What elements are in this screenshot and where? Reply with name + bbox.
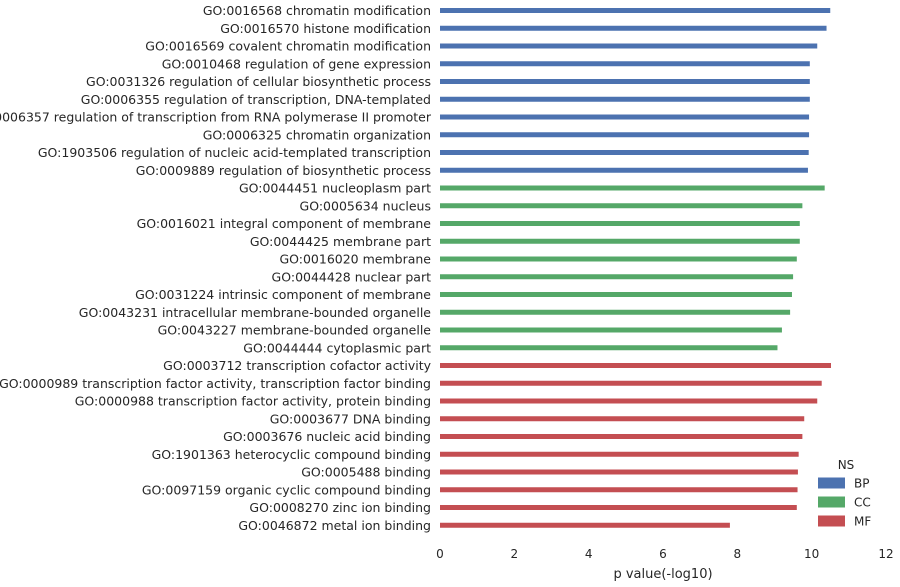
x-axis-title: p value(-log10) <box>613 567 712 582</box>
bar-mf <box>440 434 803 439</box>
bar-mf <box>440 398 818 404</box>
bar-bp <box>440 132 810 138</box>
bar-mf <box>440 505 797 510</box>
bar-cc <box>440 309 791 315</box>
bar-cc <box>440 292 792 297</box>
legend-label-cc: CC <box>854 496 871 510</box>
category-label: GO:1901363 heterocyclic compound binding <box>152 447 431 462</box>
category-label: GO:0044428 nuclear part <box>272 269 432 284</box>
category-label: GO:1903506 regulation of nucleic acid-te… <box>38 145 431 160</box>
category-label: GO:0008270 zinc ion binding <box>249 500 431 515</box>
x-tick-label: 2 <box>511 547 519 561</box>
category-label: GO:0003677 DNA binding <box>270 411 431 426</box>
category-label: GO:0016568 chromatin modification <box>203 3 431 18</box>
bar-cc <box>440 221 800 226</box>
category-label: GO:0044451 nucleoplasm part <box>239 181 431 196</box>
category-label: GO:0016021 integral component of membran… <box>137 216 432 231</box>
bar-bp <box>440 150 809 155</box>
bar-bp <box>440 61 810 67</box>
x-tick-label: 4 <box>585 547 593 561</box>
legend-label-bp: BP <box>854 477 869 491</box>
bar-cc <box>440 203 803 209</box>
bar-mf <box>440 416 805 422</box>
legend-title: NS <box>838 458 855 472</box>
x-tick-label: 0 <box>436 547 444 561</box>
bar-cc <box>440 274 794 280</box>
bar-bp <box>440 43 818 49</box>
x-tick-label: 8 <box>734 547 742 561</box>
category-label: GO:0005488 binding <box>301 465 431 480</box>
category-label: GO:0043227 membrane-bounded organelle <box>158 323 432 338</box>
bar-bp <box>440 8 831 13</box>
category-label: GO:0044425 membrane part <box>250 234 431 249</box>
legend-swatch-mf <box>818 515 845 527</box>
bar-mf <box>440 469 798 475</box>
category-label: GO:0010468 regulation of gene expression <box>162 56 431 71</box>
x-tick-label: 10 <box>804 547 819 561</box>
x-tick-label: 12 <box>878 547 893 561</box>
category-label: GO:0005634 nucleus <box>300 198 431 213</box>
bar-mf <box>440 522 730 528</box>
bar-mf <box>440 380 822 386</box>
category-label: GO:0006357 regulation of transcription f… <box>0 110 432 125</box>
bar-bp <box>440 79 810 84</box>
category-label: GO:0031326 regulation of cellular biosyn… <box>86 74 431 89</box>
category-labels-group: GO:0016568 chromatin modification GO:0016… <box>0 3 432 533</box>
x-tick-label: 6 <box>659 547 667 561</box>
category-label: GO:0009889 regulation of biosynthetic pr… <box>136 163 431 178</box>
bar-mf <box>440 363 831 368</box>
category-label: GO:0031224 intrinsic component of membra… <box>135 287 431 302</box>
legend-swatch-cc <box>818 496 845 508</box>
bar-cc <box>440 238 800 244</box>
bar-cc <box>440 256 797 262</box>
category-label: GO:0003712 transcription cofactor activi… <box>163 358 431 373</box>
bar-mf <box>440 451 799 457</box>
bars-group <box>440 8 831 528</box>
x-axis: 0 2 4 6 8 10 12 <box>436 547 893 561</box>
bar-bp <box>440 96 810 102</box>
category-label: GO:0000988 transcription factor activity… <box>75 394 431 409</box>
category-label: GO:0006325 chromatin organization <box>203 127 431 142</box>
category-label: GO:0016570 histone modification <box>220 21 431 36</box>
category-label: GO:0046872 metal ion binding <box>238 518 431 533</box>
bar-bp <box>440 114 810 120</box>
bar-bp <box>440 167 808 173</box>
legend-swatch-bp <box>818 477 845 489</box>
bar-mf <box>440 487 798 493</box>
bar-cc <box>440 327 782 333</box>
category-label: GO:0043231 intracellular membrane-bounde… <box>79 305 432 320</box>
category-label: GO:0016020 membrane <box>279 252 431 267</box>
category-label: GO:0044444 cytoplasmic part <box>243 340 431 355</box>
bar-cc <box>440 185 825 191</box>
category-label: GO:0016569 covalent chromatin modificati… <box>145 39 431 54</box>
category-label: GO:0097159 organic cyclic compound bindi… <box>142 482 431 497</box>
bar-cc <box>440 345 778 351</box>
category-label: GO:0003676 nucleic acid binding <box>223 429 431 444</box>
legend[interactable]: NS BP CC MF <box>818 458 871 529</box>
category-label: GO:0000989 transcription factor activity… <box>0 376 431 391</box>
legend-label-mf: MF <box>854 515 871 529</box>
category-label: GO:0006355 regulation of transcription, … <box>81 92 431 107</box>
bar-bp <box>440 25 827 31</box>
